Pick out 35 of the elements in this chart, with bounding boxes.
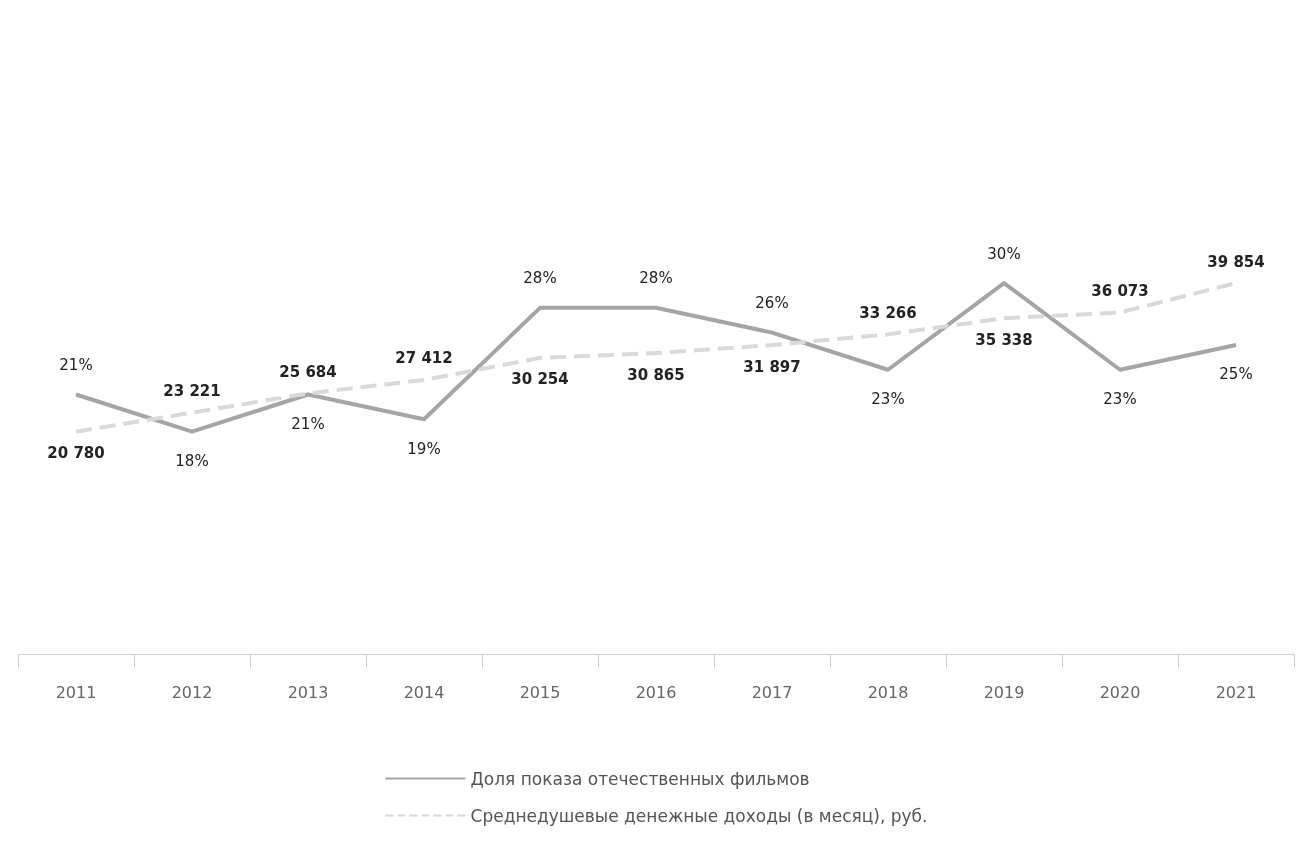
x-tick-label: 2014 [403, 682, 445, 702]
data-label: 19% [407, 439, 441, 458]
x-tick-label: 2019 [983, 682, 1025, 702]
data-label: 30% [987, 244, 1021, 263]
data-label: 28% [523, 269, 557, 288]
data-label: 31 897 [743, 357, 801, 376]
x-tick-label: 2015 [519, 682, 561, 702]
data-label: 35 338 [975, 330, 1033, 349]
x-tick-label: 2020 [1099, 682, 1141, 702]
data-label: 39 854 [1207, 252, 1265, 271]
data-label: 30 865 [627, 365, 685, 384]
data-label: 27 412 [395, 349, 453, 368]
x-tick-label: 2017 [751, 682, 793, 702]
data-label: 25 684 [279, 362, 337, 381]
data-label: 21% [59, 356, 93, 375]
data-label: 25% [1219, 365, 1253, 384]
data-label: 20 780 [47, 444, 105, 463]
data-label: 30 254 [511, 370, 569, 389]
legend-label: Среднедушевые денежные доходы (в месяц), руб. [470, 805, 928, 826]
data-label: 23 221 [163, 382, 221, 401]
data-label: 36 073 [1091, 282, 1149, 301]
data-label: 23% [871, 390, 905, 409]
data-label: 26% [755, 294, 789, 313]
data-label: 21% [291, 415, 325, 434]
data-label: 18% [175, 452, 209, 471]
x-tick-label: 2018 [867, 682, 909, 702]
x-tick-label: 2013 [287, 682, 329, 702]
x-tick-label: 2021 [1215, 682, 1257, 702]
data-label: 33 266 [859, 303, 917, 322]
x-tick-label: 2016 [635, 682, 677, 702]
data-label: 28% [639, 269, 673, 288]
x-tick-label: 2011 [55, 682, 97, 702]
legend-label: Доля показа отечественных фильмов [470, 768, 810, 789]
data-label: 23% [1103, 390, 1137, 409]
x-tick-label: 2012 [171, 682, 213, 702]
